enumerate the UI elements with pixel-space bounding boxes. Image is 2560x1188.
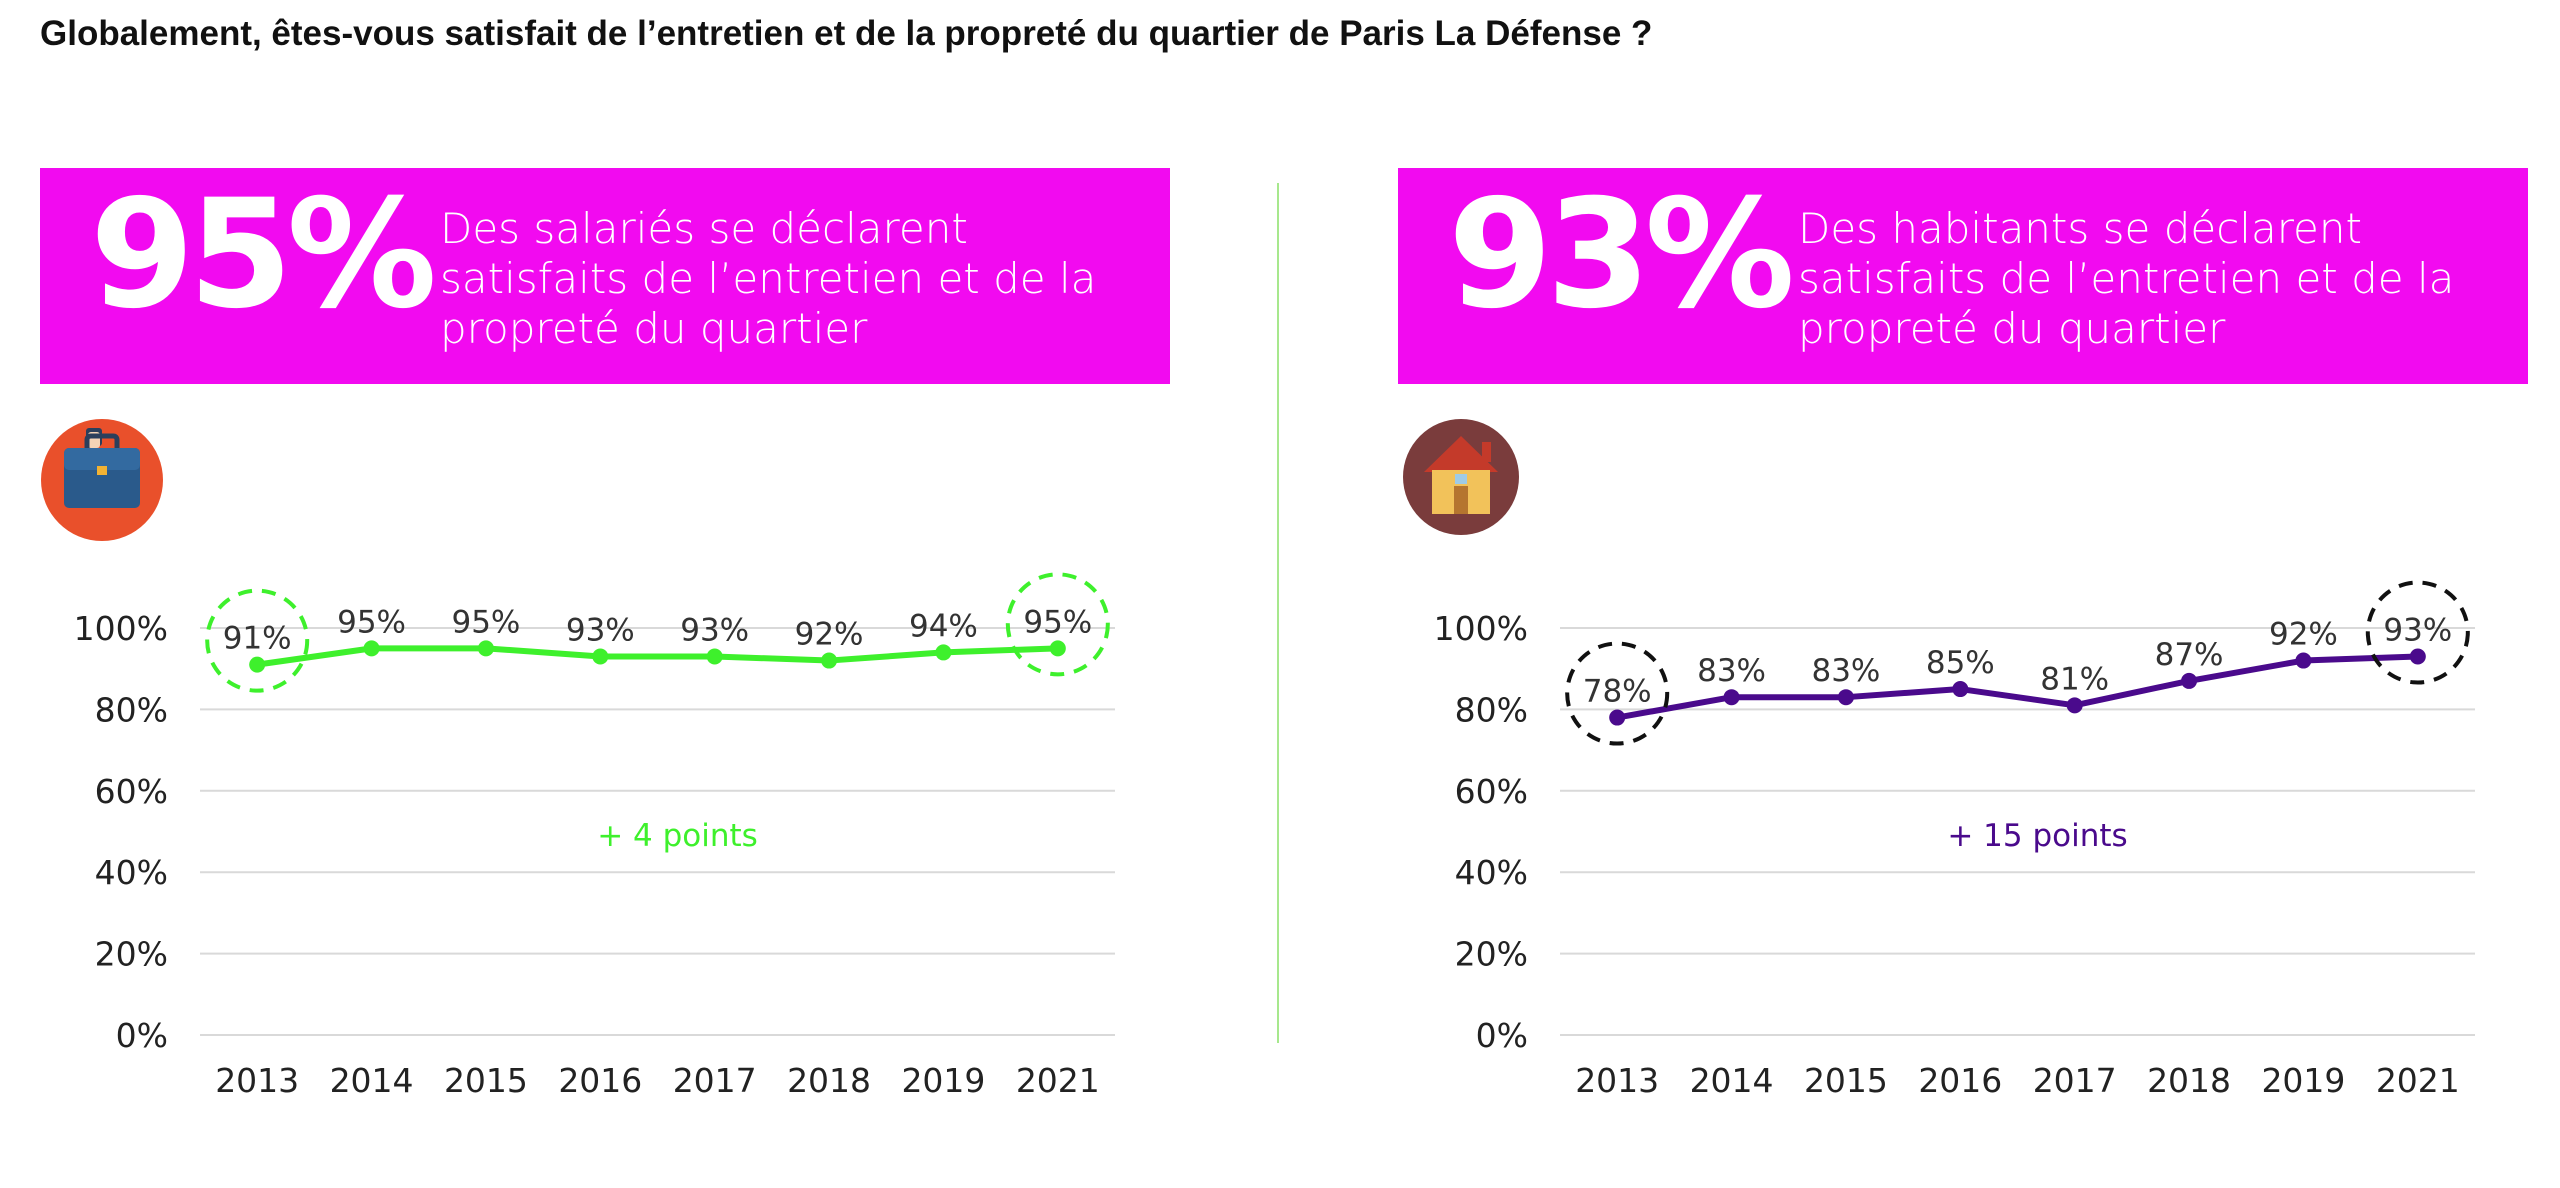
data-point xyxy=(1609,709,1626,726)
y-tick-label: 80% xyxy=(1455,690,1528,729)
x-tick-label: 2016 xyxy=(558,1061,642,1100)
data-point xyxy=(1049,640,1066,657)
data-label: 95% xyxy=(337,604,406,640)
y-tick-label: 40% xyxy=(95,853,168,892)
data-label: 93% xyxy=(2383,612,2452,648)
x-tick-label: 2017 xyxy=(2033,1061,2117,1100)
highlight-circle xyxy=(1565,641,1670,746)
data-point xyxy=(1952,681,1969,698)
residents-banner: 93% Des habitants se déclarent satisfait… xyxy=(1398,168,2528,384)
data-point xyxy=(477,640,494,657)
data-label: 85% xyxy=(1926,645,1995,681)
data-label: 93% xyxy=(566,612,635,648)
x-tick-label: 2021 xyxy=(1016,1061,1100,1100)
trend-annotation: + 4 points xyxy=(597,818,758,854)
x-tick-label: 2016 xyxy=(1918,1061,2002,1100)
house-icon xyxy=(1403,419,1519,535)
data-label: 91% xyxy=(223,621,292,657)
y-tick-label: 0% xyxy=(1476,1016,1528,1055)
employees-chart: 0% 20% 40% 60% 80% 100% 2013 2014 2015 2016 2017 20… xyxy=(74,572,1115,1100)
x-tick-label: 2019 xyxy=(2261,1061,2345,1100)
data-label: 94% xyxy=(909,608,978,644)
residents-description: Des habitants se déclarent satisfaits de… xyxy=(1798,204,2455,353)
y-tick-label: 40% xyxy=(1455,853,1528,892)
x-tick-label: 2013 xyxy=(1575,1061,1659,1100)
data-point xyxy=(363,640,380,657)
data-point xyxy=(935,644,952,661)
series-line xyxy=(256,645,1058,668)
data-label: 95% xyxy=(451,604,520,640)
employees-percent: 95% xyxy=(90,168,437,342)
trend-annotation: + 15 points xyxy=(1947,818,2127,854)
residents-chart: 0% 20% 40% 60% 80% 100% 2013 2014 2015 2016 2017 20… xyxy=(1434,580,2475,1100)
x-tick-label: 2015 xyxy=(444,1061,528,1100)
data-point xyxy=(592,648,609,665)
page-title: Globalement, êtes-vous satisfait de l’en… xyxy=(40,14,1653,53)
employees-banner: 95% Des salariés se déclarent satisfaits… xyxy=(40,168,1170,384)
data-point xyxy=(1723,689,1740,706)
highlight-circle xyxy=(205,588,310,693)
data-point xyxy=(821,652,838,669)
briefcase-icon xyxy=(41,419,163,541)
data-label: 83% xyxy=(1697,653,1766,689)
data-label: 81% xyxy=(2040,661,2109,697)
x-tick-label: 2021 xyxy=(2376,1061,2460,1100)
data-label: 87% xyxy=(2155,637,2224,673)
data-point xyxy=(249,656,266,673)
y-tick-label: 20% xyxy=(95,935,168,974)
x-tick-label: 2017 xyxy=(673,1061,757,1100)
x-tick-label: 2013 xyxy=(215,1061,299,1100)
highlight-circle xyxy=(2365,580,2470,685)
x-tick-label: 2014 xyxy=(330,1061,414,1100)
x-tick-label: 2015 xyxy=(1804,1061,1888,1100)
data-label: 92% xyxy=(2269,617,2338,653)
y-tick-label: 60% xyxy=(1455,772,1528,811)
data-point xyxy=(2295,652,2312,669)
data-label: 95% xyxy=(1023,604,1092,640)
panel-divider xyxy=(1277,183,1279,1043)
data-point xyxy=(2181,672,2198,689)
y-tick-label: 20% xyxy=(1455,935,1528,974)
y-tick-label: 0% xyxy=(116,1016,168,1055)
employees-description: Des salariés se déclarent satisfaits de … xyxy=(440,204,1097,353)
data-label: 78% xyxy=(1583,674,1652,710)
residents-percent: 93% xyxy=(1448,168,1795,342)
y-tick-label: 100% xyxy=(1434,609,1528,648)
data-point xyxy=(706,648,723,665)
y-tick-label: 100% xyxy=(74,609,168,648)
x-tick-label: 2018 xyxy=(787,1061,871,1100)
data-label: 92% xyxy=(795,617,864,653)
x-tick-label: 2018 xyxy=(2147,1061,2231,1100)
data-point xyxy=(2409,648,2426,665)
y-tick-label: 60% xyxy=(95,772,168,811)
series-line xyxy=(1616,653,2418,721)
data-point xyxy=(2066,697,2083,714)
x-tick-label: 2014 xyxy=(1690,1061,1774,1100)
data-label: 83% xyxy=(1811,653,1880,689)
x-tick-label: 2019 xyxy=(901,1061,985,1100)
highlight-circle xyxy=(1005,572,1110,677)
y-tick-label: 80% xyxy=(95,690,168,729)
data-point xyxy=(1837,689,1854,706)
data-label: 93% xyxy=(680,612,749,648)
